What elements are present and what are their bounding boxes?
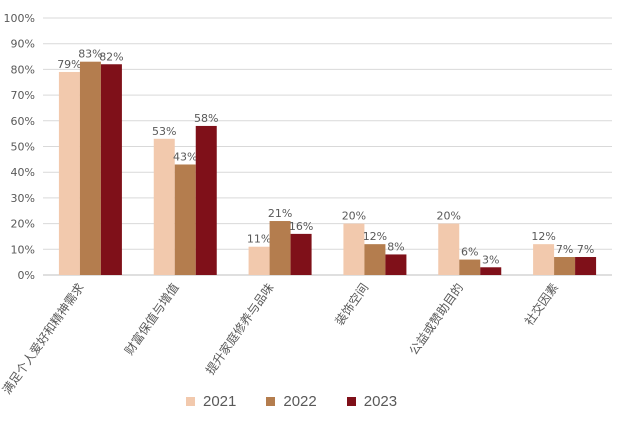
legend-label-2022: 2022 (283, 393, 317, 410)
legend-label-2021: 2021 (203, 393, 237, 410)
data-label: 53% (152, 125, 176, 138)
bar (58, 71, 80, 275)
legend-swatch-2022 (266, 397, 276, 406)
bar (438, 223, 460, 275)
bar (575, 257, 597, 275)
x-tick-label: 公益或赞助目的 (406, 280, 466, 357)
data-label: 43% (173, 150, 197, 163)
bar (343, 223, 365, 275)
x-tick-label: 提升家庭修养与品味 (202, 280, 276, 377)
legend-item-2021: 2021 (186, 393, 236, 410)
y-tick-label: 90% (11, 38, 35, 51)
bar (100, 64, 122, 275)
legend-label-2023: 2023 (363, 393, 398, 410)
bar (195, 125, 217, 275)
bar (290, 233, 312, 275)
data-label: 16% (289, 220, 313, 233)
y-tick-label: 30% (11, 192, 35, 205)
data-label: 20% (342, 210, 366, 223)
y-tick-label: 50% (11, 141, 35, 154)
bar (385, 254, 407, 275)
y-tick-label: 100% (4, 12, 35, 25)
legend-swatch-2021 (186, 397, 195, 406)
bar (480, 267, 502, 275)
y-tick-label: 0% (18, 269, 35, 282)
bar (554, 257, 576, 275)
y-tick-label: 70% (11, 89, 35, 102)
bar (248, 246, 270, 275)
x-tick-label: 装饰空间 (332, 281, 371, 328)
bar (459, 259, 481, 275)
data-label: 12% (363, 230, 387, 243)
y-tick-label: 40% (11, 166, 35, 179)
legend-swatch-2023 (346, 397, 356, 406)
x-tick-label: 社交因素 (521, 280, 561, 328)
data-label: 12% (531, 230, 555, 243)
x-tick-label: 满足个人爱好和精神需求 (0, 281, 87, 397)
data-label: 7% (556, 243, 573, 256)
data-label: 7% (577, 243, 594, 256)
data-label: 8% (387, 240, 404, 253)
data-label: 58% (194, 112, 218, 125)
data-label: 82% (99, 50, 123, 63)
y-tick-label: 60% (11, 115, 35, 128)
data-label: 79% (57, 58, 81, 71)
legend-item-2022: 2022 (266, 393, 317, 410)
y-tick-label: 10% (11, 243, 35, 256)
bar (79, 61, 101, 275)
legend: 2021 2022 2023 (186, 393, 397, 410)
data-label: 6% (461, 246, 478, 259)
data-label: 83% (78, 48, 102, 61)
data-label: 21% (268, 207, 292, 220)
bar (153, 138, 175, 275)
data-label: 11% (247, 233, 271, 246)
legend-item-2023: 2023 (346, 393, 398, 410)
bar (364, 244, 386, 275)
bar (269, 221, 291, 275)
bar (533, 244, 555, 275)
data-label: 20% (437, 210, 461, 223)
x-tick-label: 财富保值与增值 (121, 280, 181, 357)
bar (174, 164, 196, 275)
data-label: 3% (482, 253, 499, 266)
y-tick-label: 20% (11, 218, 35, 231)
y-tick-label: 80% (11, 63, 35, 76)
